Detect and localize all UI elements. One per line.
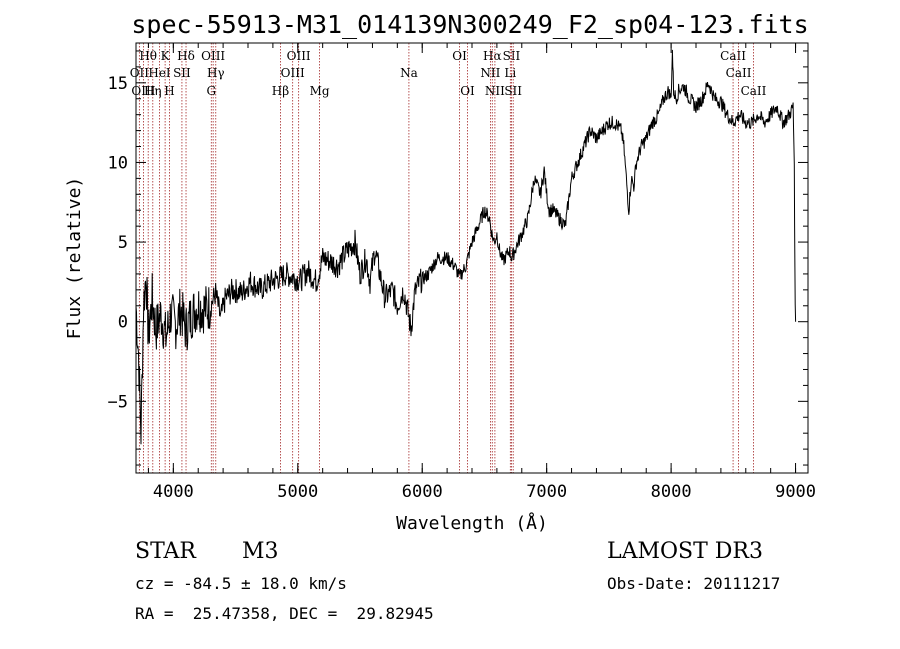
emission-line-label: OIII: [287, 49, 311, 63]
y-axis: −5 0 5 10 15: [108, 50, 808, 466]
plot-frame: [135, 42, 809, 474]
emission-line-label: CaII: [741, 84, 767, 98]
emission-line-label: NII: [480, 66, 500, 80]
emission-line-label: Hη: [144, 84, 162, 98]
emission-line-label: OIII: [131, 84, 155, 98]
emission-line-label: H: [164, 84, 174, 98]
emission-line-label: G: [206, 84, 216, 98]
emission-line-label: Hγ: [207, 66, 225, 80]
emission-line-label: SII: [503, 49, 521, 63]
emission-line-label: SII: [173, 66, 191, 80]
y-tick-label: 0: [118, 313, 128, 333]
emission-line-label: Na: [400, 66, 418, 80]
x-tick-label: 7000: [526, 482, 567, 502]
y-axis-label: Flux (relative): [64, 177, 85, 340]
emission-line-label: CaII: [726, 66, 752, 80]
emission-line-label: NII: [485, 84, 505, 98]
emission-line-label: OII: [130, 66, 150, 80]
x-axis: 4000 5000 6000 7000 8000 9000: [147, 43, 816, 502]
emission-line-label: K: [161, 49, 171, 63]
x-tick-label: 4000: [153, 482, 194, 502]
observation-date: Obs-Date: 20111217: [607, 574, 781, 593]
y-tick-label: 15: [108, 74, 128, 94]
chart-title: spec-55913-M31_014139N300249_F2_sp04-123…: [131, 10, 808, 39]
emission-line-label: SII: [504, 84, 522, 98]
y-tick-label: −5: [108, 392, 128, 412]
x-axis-label: Wavelength (Å): [396, 512, 548, 534]
x-tick-label: 8000: [651, 482, 692, 502]
emission-line-markers: OII Hθ OIII K HeI Hη H SII Hδ OIII Hγ G Hβ OIII OIII Mg…: [130, 43, 767, 473]
emission-line-label: Li: [504, 66, 516, 80]
survey-name: LAMOST DR3: [607, 539, 763, 564]
redshift-info: cz = -84.5 ± 18.0 km/s: [135, 574, 347, 593]
spectrum-line: [135, 49, 797, 445]
emission-line-label: OI: [452, 49, 467, 63]
x-tick-label: 5000: [277, 482, 318, 502]
emission-line-label: CaII: [720, 49, 746, 63]
spectrum-series: [135, 49, 797, 445]
emission-line-label: OIII: [281, 66, 305, 80]
emission-line-label: HeI: [148, 66, 171, 80]
object-class: STAR: [135, 539, 196, 564]
emission-line-label: OIII: [201, 49, 225, 63]
y-tick-label: 5: [118, 233, 128, 253]
emission-line-label: Hβ: [272, 84, 289, 98]
emission-line-label: Hα: [483, 49, 502, 63]
emission-line-label: Mg: [310, 84, 330, 98]
y-tick-label: 10: [108, 153, 128, 173]
coordinates: RA = 25.47358, DEC = 29.82945: [135, 604, 434, 623]
object-subclass: M3: [242, 539, 279, 564]
emission-line-label: Hθ: [139, 49, 157, 63]
x-tick-label: 6000: [402, 482, 443, 502]
emission-line-label: OI: [460, 84, 475, 98]
x-tick-label: 9000: [775, 482, 816, 502]
emission-line-label: Hδ: [177, 49, 195, 63]
